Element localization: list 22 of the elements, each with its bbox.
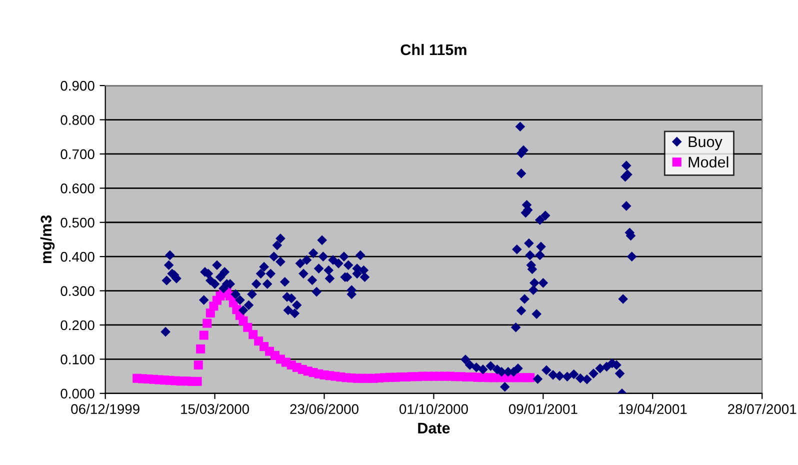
y-tick-label: 0.200 (60, 320, 94, 330)
y-tick-label: 0.100 (60, 354, 94, 364)
y-tick-label: 0.000 (60, 388, 94, 399)
y-axis-title: mg/m3 (40, 215, 55, 264)
x-tick-label: 09/01/2001 (508, 404, 578, 414)
y-tick-label: 0.700 (60, 149, 94, 160)
x-tick-label: 15/03/2000 (181, 404, 250, 414)
legend-label: Model (688, 156, 728, 168)
legend-label: Buoy (688, 136, 722, 150)
chart-title: Chl 115m (400, 44, 466, 56)
y-tick-label: 0.800 (60, 115, 94, 125)
x-tick-label: 01/10/2000 (400, 404, 468, 414)
x-axis-title: Date (418, 422, 450, 434)
x-tick-label: 28/07/2001 (728, 404, 796, 414)
x-tick-label: 23/06/2000 (290, 404, 358, 414)
y-tick-label: 0.900 (60, 80, 94, 91)
y-tick-label: 0.300 (60, 286, 94, 296)
y-tick-label: 0.500 (60, 218, 94, 228)
y-tick-label: 0.600 (60, 184, 94, 194)
x-tick-label: 06/12/1999 (71, 404, 140, 414)
x-tick-label: 19/04/2001 (618, 404, 687, 414)
y-tick-label: 0.400 (60, 252, 94, 262)
